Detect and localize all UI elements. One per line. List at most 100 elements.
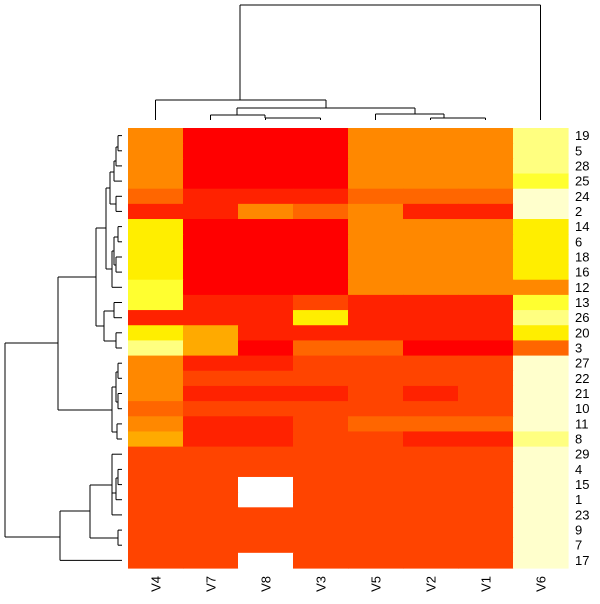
heatmap-cell (403, 492, 459, 508)
heatmap-cell (513, 461, 569, 478)
heatmap-cell (183, 552, 239, 569)
heatmap-cell (348, 234, 404, 250)
heatmap-cell (183, 310, 239, 326)
heatmap-cell (348, 431, 404, 448)
heatmap-cell (513, 370, 569, 387)
heatmap-cell (403, 385, 459, 402)
column-tick-label: V5 (369, 576, 384, 592)
heatmap-cell (513, 537, 569, 554)
heatmap-cell (293, 355, 349, 372)
row-tick-label: 12 (575, 280, 589, 295)
heatmap-cell (293, 264, 349, 281)
heatmap-cell (513, 173, 569, 190)
heatmap-cell (293, 325, 349, 342)
heatmap-cell (293, 492, 349, 508)
heatmap-cell (128, 249, 184, 266)
row-tick-label: 8 (575, 432, 582, 447)
heatmap-cell (128, 310, 184, 326)
heatmap-cell (458, 340, 514, 357)
heatmap-cell (128, 158, 184, 175)
row-labels: 1952825242146181612132620327222110118294… (575, 128, 589, 568)
heatmap-cell (513, 552, 569, 569)
heatmap-cell (238, 188, 294, 205)
heatmap-cell (403, 279, 459, 296)
heatmap-cell (403, 537, 459, 554)
heatmap-cell (183, 461, 239, 478)
heatmap-cell (238, 234, 294, 250)
heatmap-cell (348, 158, 404, 175)
heatmap-cell (513, 234, 569, 250)
heatmap-cell (458, 385, 514, 402)
heatmap-cell (293, 143, 349, 159)
heatmap-cell (403, 431, 459, 448)
heatmap-cell (403, 522, 459, 539)
heatmap-cell (238, 264, 294, 281)
heatmap-cell (183, 158, 239, 175)
heatmap-cell (458, 325, 514, 342)
row-tick-label: 14 (575, 219, 589, 234)
heatmap-cell (128, 476, 184, 493)
heatmap-cell (238, 219, 294, 235)
heatmap-cell (293, 431, 349, 448)
heatmap-cell (128, 188, 184, 205)
heatmap-cell (348, 219, 404, 235)
heatmap-cell (458, 431, 514, 448)
heatmap-cell (128, 294, 184, 311)
heatmap-cell (458, 522, 514, 539)
heatmap-cell (513, 249, 569, 266)
heatmap-cell (238, 385, 294, 402)
heatmap-cell (403, 158, 459, 175)
heatmap-cell (513, 158, 569, 175)
heatmap-cell (293, 219, 349, 235)
heatmap-cell (293, 203, 349, 220)
row-tick-label: 25 (575, 174, 589, 189)
column-tick-label: V6 (534, 576, 549, 592)
heatmap-cell (403, 461, 459, 478)
row-tick-label: 20 (575, 325, 589, 340)
row-tick-label: 2 (575, 204, 582, 219)
heatmap-cell (348, 385, 404, 402)
heatmap-cell (238, 370, 294, 387)
heatmap-cell (513, 431, 569, 448)
heatmap-cell (293, 279, 349, 296)
heatmap-cell (513, 188, 569, 205)
heatmap-cell (348, 537, 404, 554)
heatmap-cell (238, 507, 294, 524)
heatmap-cell (183, 264, 239, 281)
heatmap-cell (458, 507, 514, 524)
heatmap-cell (293, 416, 349, 433)
heatmap-cell (183, 249, 239, 266)
heatmap-cell (238, 355, 294, 372)
heatmap-cell (403, 355, 459, 372)
row-tick-label: 18 (575, 249, 589, 264)
heatmap-cell (128, 492, 184, 508)
heatmap-cell (403, 310, 459, 326)
heatmap-cell (128, 385, 184, 402)
heatmap-cell (128, 279, 184, 296)
heatmap-cell (128, 325, 184, 342)
heatmap-cell (348, 461, 404, 478)
heatmap-cell (403, 340, 459, 357)
heatmap-cell (403, 143, 459, 159)
heatmap-cell (293, 370, 349, 387)
row-tick-label: 27 (575, 356, 589, 371)
heatmap-cell (348, 522, 404, 539)
heatmap-cell (183, 279, 239, 296)
column-tick-label: V2 (424, 576, 439, 592)
heatmap-cell (128, 234, 184, 250)
heatmap-cell (293, 522, 349, 539)
row-tick-label: 10 (575, 401, 589, 416)
heatmap-cell (348, 416, 404, 433)
heatmap-cell (293, 461, 349, 478)
heatmap-cell (183, 219, 239, 235)
heatmap-cell (183, 188, 239, 205)
column-labels: V4 V7 V8 V3 V5 V2 V1 V6 (149, 576, 549, 592)
heatmap-cell (293, 476, 349, 493)
heatmap-cell (183, 492, 239, 508)
heatmap-cell (458, 476, 514, 493)
row-tick-label: 17 (575, 553, 589, 568)
heatmap-cell (348, 355, 404, 372)
heatmap-cell (513, 355, 569, 372)
heatmap-cell (513, 340, 569, 357)
